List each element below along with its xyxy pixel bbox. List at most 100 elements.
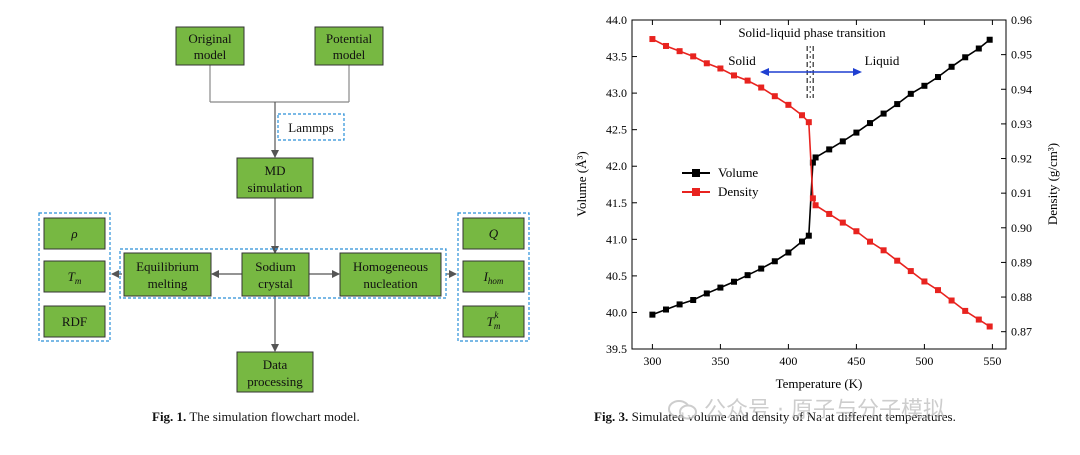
figure1-caption-label: Fig. 1. [152, 409, 187, 424]
chart-title: Solid-liquid phase transition [738, 25, 886, 40]
ihom-label: I [483, 269, 489, 284]
y-right-tick-label: 0.89 [1011, 255, 1032, 269]
x-axis-label: Temperature (K) [776, 376, 863, 391]
y-right-tick-label: 0.94 [1011, 82, 1032, 96]
lammps-label: Lammps [288, 120, 334, 135]
data-point-density [907, 268, 914, 275]
y-left-tick-label: 42.0 [606, 159, 627, 173]
liquid-label: Liquid [865, 53, 900, 68]
sodium-crystal-box: Sodium crystal [241, 252, 310, 297]
x-tick-label: 400 [779, 354, 797, 368]
series-line-density [652, 38, 991, 328]
data-point-density [690, 53, 697, 60]
x-tick-label: 500 [915, 354, 933, 368]
q-label: Q [489, 226, 499, 241]
data-point-density [935, 287, 941, 294]
data-point-volume [649, 311, 656, 318]
y-left-tick-label: 41.0 [606, 232, 627, 246]
left-properties-group [38, 212, 111, 342]
homogeneous-nucleation-box: Homogeneous nucleation [339, 252, 442, 297]
x-tick-label: 450 [847, 354, 865, 368]
equilibrium-melting-label-1: Equilibrium [136, 259, 199, 274]
y-left-tick-label: 40.5 [606, 269, 627, 283]
data-point-density [880, 247, 887, 254]
data-point-density [663, 42, 669, 49]
transition-markers [760, 46, 862, 98]
data-point-density [744, 77, 751, 84]
data-point-density [676, 48, 683, 55]
potential-model-label-1: Potential [326, 31, 373, 46]
equilibrium-melting-label-2: melting [148, 276, 188, 291]
homogeneous-nucleation-label-2: nucleation [363, 276, 418, 291]
plot-frame [631, 19, 1007, 350]
y-left-tick-label: 43.0 [606, 86, 627, 100]
data-processing-box: Data processing [236, 351, 314, 393]
rho-box: ρ [43, 217, 106, 250]
rdf-box: RDF [43, 305, 106, 338]
rho-label: ρ [70, 226, 77, 241]
data-point-volume [962, 54, 969, 61]
data-point-volume [717, 284, 724, 291]
figure3-caption-text: Simulated volume and density of Na at di… [631, 409, 956, 424]
legend: Volume Density [682, 165, 759, 199]
figure1-caption: Fig. 1. The simulation flowchart model. [152, 409, 360, 425]
data-point-volume [921, 82, 928, 89]
data-point-volume [785, 249, 792, 256]
data-point-volume [853, 129, 860, 136]
watermark: 公众号 · 原子与分子模拟 [668, 392, 945, 424]
rdf-label: RDF [62, 314, 87, 329]
legend-density: Density [718, 184, 759, 199]
ihom-subscript: hom [488, 276, 504, 286]
data-processing-label-1: Data [263, 357, 288, 372]
svg-text:Ihom: Ihom [483, 269, 504, 286]
data-point-volume [986, 36, 993, 43]
data-point-volume [948, 63, 955, 70]
tmk-label: T [487, 314, 495, 329]
y-left-tick-label: 42.5 [606, 123, 627, 137]
data-point-volume [839, 138, 846, 145]
data-point-density [785, 101, 792, 108]
flowchart-connectors [111, 65, 457, 352]
x-tick-label: 350 [711, 354, 729, 368]
data-point-volume [894, 101, 901, 108]
x-tick-label: 300 [643, 354, 661, 368]
data-point-volume [812, 154, 819, 161]
center-row-group [119, 248, 447, 299]
data-point-density [731, 72, 737, 79]
y-left-tick-label: 41.5 [606, 196, 627, 210]
svg-text:Tm: Tm [68, 269, 82, 286]
melting-temperature-box: Tm [43, 260, 106, 293]
data-point-density [975, 316, 982, 323]
right-properties-group [457, 212, 530, 342]
data-point-volume [758, 265, 765, 272]
data-point-volume [805, 232, 812, 239]
data-point-volume [799, 238, 805, 245]
data-point-density [948, 297, 955, 304]
homogeneous-nucleation-label-1: Homogeneous [353, 259, 428, 274]
series-line-volume [652, 39, 991, 316]
flowchart: Original model Potential model Lammps MD… [38, 26, 530, 393]
volume-density-chart: 300 350 400 450 500 550 39.5 40.0 40.5 41.0 41.5 42… [574, 13, 1060, 391]
y-right-tick-label: 0.93 [1011, 117, 1032, 131]
data-point-density [839, 219, 846, 226]
ihom-box: Ihom [462, 260, 525, 293]
data-point-volume [771, 258, 778, 265]
potential-model-label-2: model [333, 47, 366, 62]
original-model-box: Original model [175, 26, 245, 66]
figure3-caption-label: Fig. 3. [594, 409, 629, 424]
wechat-logo-icon [668, 400, 697, 420]
y-axis-left-label: Volume (Å³) [574, 151, 589, 216]
sodium-crystal-label-1: Sodium [255, 259, 295, 274]
data-point-density [826, 210, 833, 217]
data-point-density [867, 238, 873, 245]
tmk-subscript: m [494, 321, 501, 331]
data-point-density [894, 257, 901, 264]
equilibrium-melting-box: Equilibrium melting [123, 252, 212, 297]
figure3-caption: Fig. 3. Simulated volume and density of … [594, 409, 956, 425]
data-point-density [758, 84, 765, 91]
legend-volume: Volume [718, 165, 758, 180]
x-tick-label: 550 [983, 354, 1001, 368]
data-point-volume [703, 290, 710, 297]
sodium-crystal-label-2: crystal [258, 276, 293, 291]
data-point-density [649, 36, 656, 43]
